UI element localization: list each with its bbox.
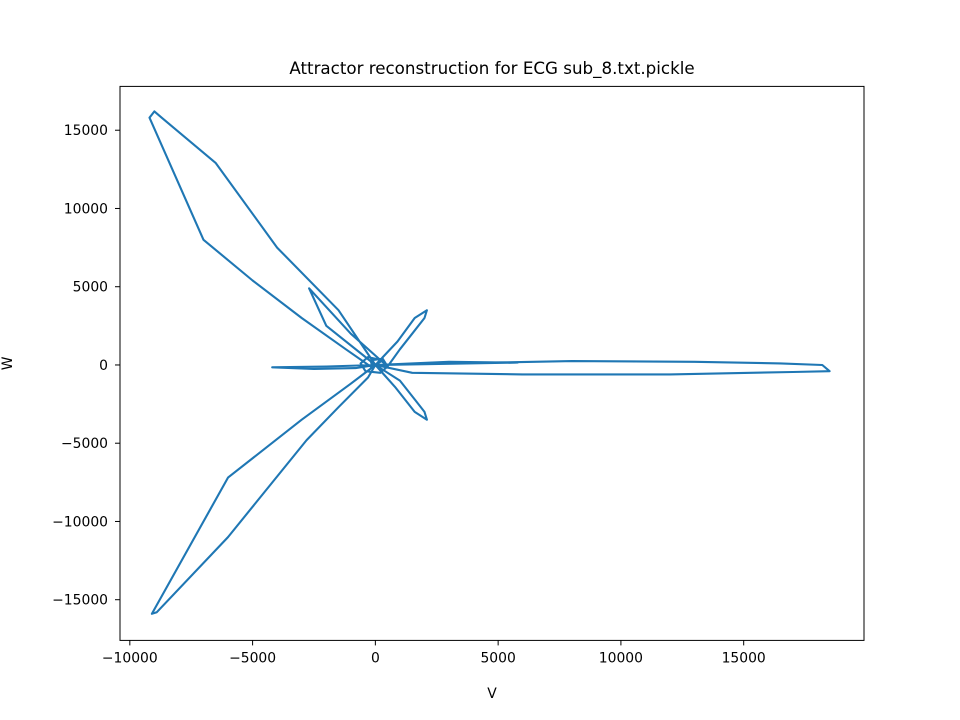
y-tick-label: 15000 [64,123,108,139]
y-tick-label: 5000 [73,280,108,296]
x-tick-label: 5000 [480,650,515,666]
chart-title: Attractor reconstruction for ECG sub_8.t… [289,58,694,79]
y-tick-label: −5000 [61,436,108,452]
x-tick-label: 15000 [722,650,766,666]
x-tick-label: 0 [371,650,380,666]
y-tick-label: −10000 [52,514,108,530]
plot-frame [119,85,865,641]
x-tick-label: −5000 [229,650,276,666]
x-tick-label: −10000 [102,650,158,666]
x-axis: −10000 −5000 0 5000 10000 15000 [102,640,766,666]
y-axis-label: W [0,356,16,370]
y-tick-label: 10000 [64,201,108,217]
attractor-series-line [148,110,831,615]
y-tick-label: 0 [99,358,108,374]
y-axis: −15000 −10000 −5000 0 5000 10000 15000 [52,123,120,609]
x-axis-label: V [487,686,497,702]
x-tick-label: 10000 [599,650,643,666]
y-tick-label: −15000 [52,593,108,609]
